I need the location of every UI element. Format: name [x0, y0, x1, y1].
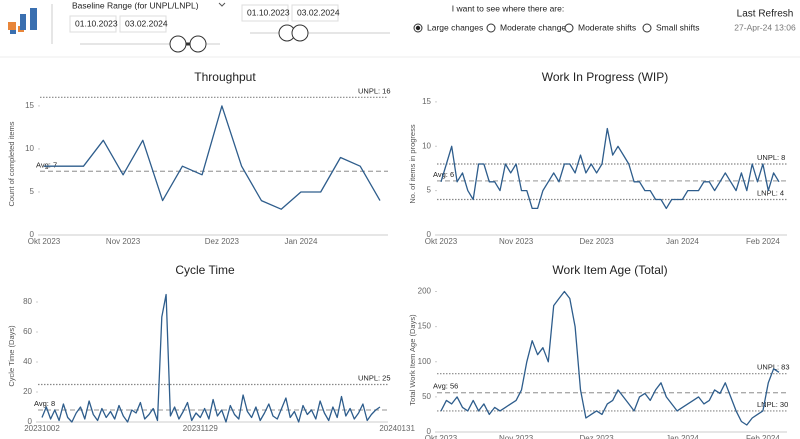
reference-label: LNPL: 4 [757, 188, 784, 197]
reference-label: Avg: 56 [433, 382, 458, 391]
x-tick-label: Jan 2024 [666, 434, 699, 439]
y-tick-label: 0 [427, 230, 432, 239]
y-tick-label: 15 [25, 101, 34, 110]
radio-label: Moderate changes [500, 22, 570, 32]
baseline-label: Baseline Range (for UNPL/LNPL) [72, 0, 199, 10]
y-tick-label: 50 [422, 392, 431, 401]
x-tick-label: Nov 2023 [499, 434, 534, 439]
y-tick-label: 10 [25, 144, 34, 153]
date-input[interactable] [241, 4, 289, 22]
y-tick-label: 0 [427, 427, 432, 436]
radio-button[interactable] [642, 23, 652, 33]
radio-button[interactable] [564, 23, 574, 33]
chart-title: Cycle Time [175, 263, 235, 277]
date-input[interactable] [69, 15, 117, 33]
y-tick-label: 15 [422, 97, 431, 106]
y-tick-label: 10 [422, 141, 431, 150]
x-tick-label: Jan 2024 [666, 237, 699, 246]
x-tick-label: Feb 2024 [746, 237, 780, 246]
x-tick-label: Feb 2024 [746, 434, 780, 439]
radio-selected [415, 25, 421, 31]
chart-title: Work Item Age (Total) [552, 263, 667, 277]
slider-handle[interactable] [291, 24, 309, 42]
y-tick-label: 0 [30, 230, 35, 239]
x-tick-label: Jan 2024 [284, 237, 317, 246]
range-start: 01.10.2023 [247, 7, 290, 17]
y-tick-label: 150 [418, 322, 432, 331]
reference-label: LNPL: 30 [757, 400, 788, 409]
x-tick-label: Dez 2023 [579, 434, 614, 439]
x-tick-label: 20240131 [379, 424, 415, 433]
slider-handle[interactable] [169, 35, 187, 53]
y-tick-label: 20 [23, 387, 32, 396]
radio-label: Large changes [427, 22, 483, 32]
y-tick-label: 100 [418, 357, 432, 366]
reference-label: Avg: 7 [36, 160, 57, 169]
data-line [41, 293, 381, 423]
range-end: 03.02.2024 [297, 7, 340, 17]
baseline-end: 03.02.2024 [125, 18, 168, 28]
reference-label: UNPL: 25 [358, 373, 391, 382]
reference-label: Avg: 8 [34, 399, 55, 408]
y-tick-label: 5 [30, 187, 35, 196]
x-tick-label: Dez 2023 [579, 237, 614, 246]
reference-label: UNPL: 16 [358, 86, 391, 95]
chart-title: Throughput [194, 70, 256, 84]
date-input[interactable] [119, 15, 167, 33]
y-tick-label: 5 [427, 186, 432, 195]
x-tick-label: 20231129 [183, 424, 219, 433]
data-line [440, 127, 780, 210]
reference-label: UNPL: 83 [757, 363, 790, 372]
chart-title: Work In Progress (WIP) [542, 70, 668, 84]
baseline-start: 01.10.2023 [75, 18, 118, 28]
data-line [44, 105, 381, 210]
reference-label: UNPL: 8 [757, 153, 785, 162]
x-tick-label: Okt 2023 [425, 237, 458, 246]
x-tick-label: Okt 2023 [28, 237, 61, 246]
x-tick-label: Okt 2023 [425, 434, 458, 439]
x-tick-label: 20231002 [24, 424, 60, 433]
y-axis-label: Count of completed items [7, 121, 16, 206]
y-axis-label: No. of items in progress [408, 124, 417, 203]
x-tick-label: Dez 2023 [205, 237, 240, 246]
slider-handle[interactable] [189, 35, 207, 53]
y-tick-label: 40 [23, 357, 32, 366]
y-tick-label: 0 [28, 417, 33, 426]
radio-label: Small shifts [656, 22, 699, 32]
y-tick-label: 200 [418, 287, 432, 296]
y-axis-label: Cycle Time (Days) [7, 325, 16, 387]
logo [8, 8, 37, 34]
data-line [440, 290, 780, 426]
radio-button[interactable] [486, 23, 496, 33]
refresh-time: 27-Apr-24 13:06 [734, 22, 796, 32]
x-tick-label: Nov 2023 [106, 237, 141, 246]
y-tick-label: 80 [23, 297, 32, 306]
dropdown-chevron[interactable] [218, 2, 226, 7]
radio-group: Large changes Moderate changes Moderate sh… [413, 22, 699, 33]
radio-label: Moderate shifts [578, 22, 636, 32]
y-axis-label: Total Work Item Age (Days) [408, 314, 417, 406]
refresh-label: Last Refresh [737, 9, 794, 20]
date-input[interactable] [291, 4, 339, 22]
change-prompt: I want to see where there are: [452, 3, 564, 13]
y-tick-label: 60 [23, 327, 32, 336]
x-tick-label: Nov 2023 [499, 237, 534, 246]
